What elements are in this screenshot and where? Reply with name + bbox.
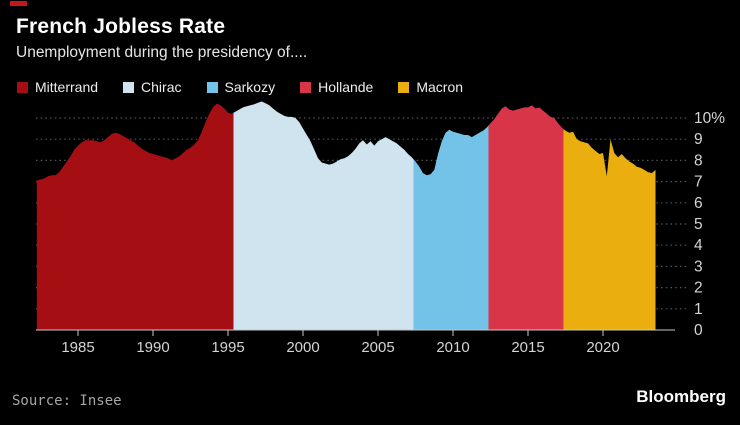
x-tick-label-2010: 2010 <box>436 339 469 356</box>
y-tick-label-8: 8 <box>694 152 703 169</box>
area-chirac <box>233 101 414 330</box>
area-macron <box>563 129 656 330</box>
legend-swatch-icon <box>300 81 312 93</box>
x-tick-label-1995: 1995 <box>211 339 244 356</box>
legend-item-mitterrand: Mitterrand <box>17 79 98 95</box>
source-note: Source: Insee <box>12 393 122 409</box>
y-tick-label-3: 3 <box>694 258 703 275</box>
legend-swatch-icon <box>123 81 135 93</box>
y-tick-label-10: 10% <box>694 110 725 127</box>
y-tick-label-9: 9 <box>694 131 703 148</box>
x-tick-label-2005: 2005 <box>361 339 394 356</box>
y-tick-label-6: 6 <box>694 195 703 212</box>
legend-label: Macron <box>416 79 464 95</box>
y-tick-label-1: 1 <box>694 301 703 318</box>
legend-label: Chirac <box>141 79 182 95</box>
y-tick-label-4: 4 <box>694 237 703 254</box>
y-tick-label-0: 0 <box>694 322 703 339</box>
area-hollande <box>488 105 564 330</box>
accent-bar <box>10 1 27 6</box>
chart-subtitle: Unemployment during the presidency of...… <box>16 44 308 61</box>
x-tick-label-2000: 2000 <box>286 339 319 356</box>
legend-item-macron: Macron <box>398 79 463 95</box>
legend-item-chirac: Chirac <box>123 79 182 95</box>
y-tick-label-5: 5 <box>694 216 703 233</box>
x-tick-label-1990: 1990 <box>136 339 169 356</box>
legend-swatch-icon <box>206 81 218 93</box>
legend-label: Hollande <box>318 79 374 95</box>
area-mitterrand <box>36 103 234 330</box>
area-sarkozy <box>413 125 489 330</box>
x-tick-label-2015: 2015 <box>511 339 544 356</box>
chart-title: French Jobless Rate <box>16 15 226 38</box>
legend-item-sarkozy: Sarkozy <box>206 79 276 95</box>
x-tick-label-1985: 1985 <box>61 339 94 356</box>
y-tick-label-2: 2 <box>694 280 703 297</box>
legend-swatch-icon <box>17 81 28 93</box>
legend-label: Sarkozy <box>224 79 276 95</box>
legend-swatch-icon <box>398 81 410 93</box>
bloomberg-logo: Bloomberg <box>636 387 726 406</box>
y-tick-label-7: 7 <box>694 174 703 191</box>
x-tick-label-2020: 2020 <box>586 339 619 356</box>
legend-label: Mitterrand <box>35 79 99 95</box>
legend-item-hollande: Hollande <box>300 79 373 95</box>
legend: Mitterrand Chirac Sarkozy Hollande Macron <box>17 79 463 95</box>
